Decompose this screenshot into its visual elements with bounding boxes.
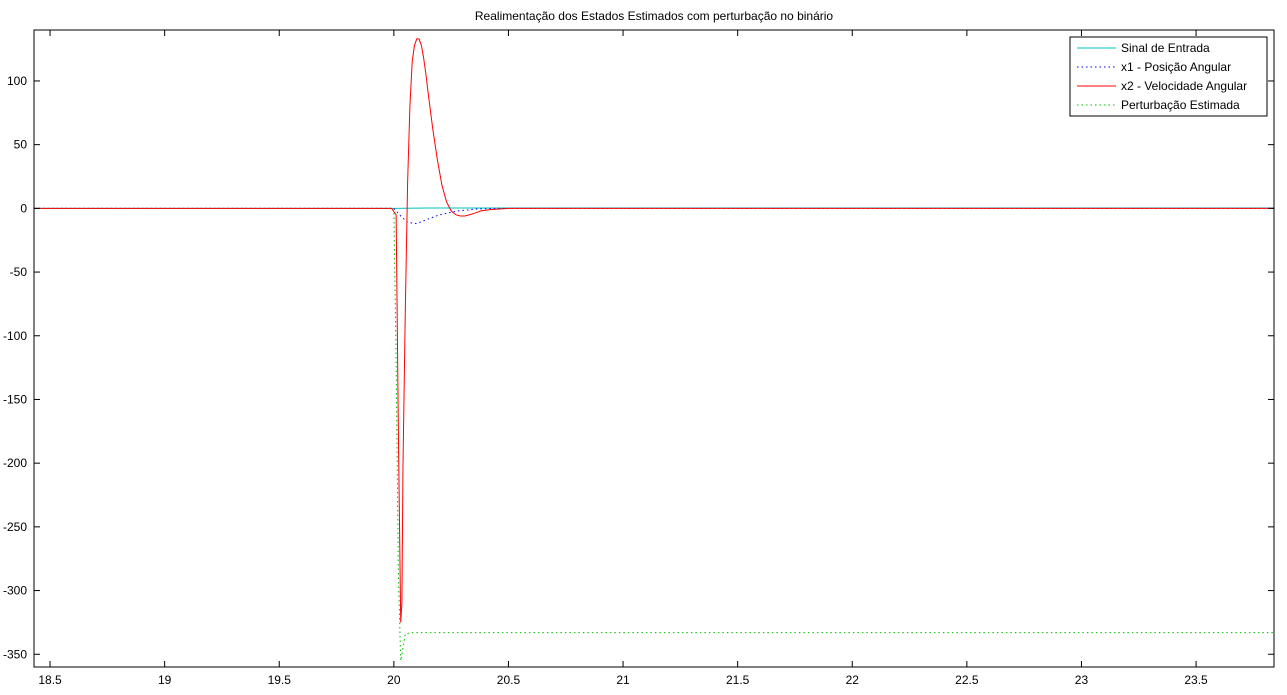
x-tick-label: 22.5: [955, 673, 979, 687]
x-tick-label: 21.5: [726, 673, 750, 687]
y-tick-label: -50: [10, 265, 28, 279]
legend-entry-1: Sinal de Entrada: [1121, 41, 1210, 55]
legend-box: [1069, 36, 1268, 117]
y-tick-label: -100: [3, 329, 27, 343]
x-tick-label: 19.5: [268, 673, 292, 687]
series-line-3: [34, 38, 1274, 623]
y-tick-label: 0: [20, 201, 27, 215]
x-tick-label: 20: [387, 673, 401, 687]
x-tick-label: 20.5: [497, 673, 521, 687]
x-tick-label: 23.5: [1184, 673, 1208, 687]
legend-entry-2: x1 - Posição Angular: [1121, 60, 1231, 74]
x-tick-label: 21: [616, 673, 630, 687]
legend-entry-4: Perturbação Estimada: [1121, 98, 1240, 112]
x-tick-label: 22: [846, 673, 860, 687]
y-tick-label: -250: [3, 520, 27, 534]
y-tick-label: -150: [3, 392, 27, 406]
axes-box: [33, 29, 1275, 668]
x-tick-label: 23: [1075, 673, 1089, 687]
plot-background: [34, 30, 1274, 667]
y-tick-label: -200: [3, 456, 27, 470]
y-tick-label: 100: [7, 74, 27, 88]
x-tick-label: 19: [158, 673, 172, 687]
legend-entry-3: x2 - Velocidade Angular: [1121, 79, 1247, 93]
plot-area: [34, 30, 1274, 667]
series-line-2: [34, 207, 1274, 225]
x-tick-label: 18.5: [38, 673, 62, 687]
y-tick-label: -300: [3, 584, 27, 598]
y-tick-label: 50: [14, 138, 28, 152]
legend: Sinal de Entrada x1 - Posição Angular x2 -…: [1069, 36, 1268, 117]
axes: 18.5 19 19.5 20 20.5 21 21.5 22 22.5 23 23.5 100 50 0…: [3, 29, 1275, 687]
y-tick-label: -350: [3, 647, 27, 661]
chart-title: Realimentação dos Estados Estimados com …: [475, 9, 834, 23]
series-line-4: [34, 207, 1274, 661]
